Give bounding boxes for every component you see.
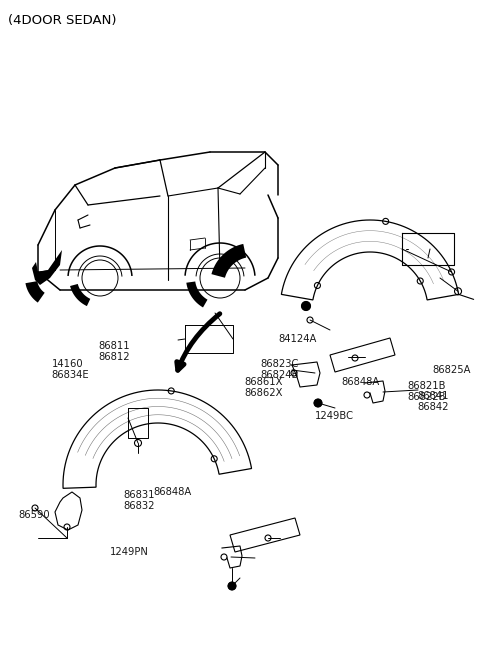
Polygon shape (32, 250, 62, 285)
Text: 86811
86812: 86811 86812 (98, 341, 130, 362)
Text: 1249BC: 1249BC (314, 411, 353, 421)
Text: 1249PN: 1249PN (109, 547, 148, 557)
Polygon shape (186, 282, 207, 307)
Text: 86821B
86822B: 86821B 86822B (407, 381, 445, 402)
Text: 14160
86834E: 14160 86834E (52, 359, 89, 380)
Circle shape (314, 400, 322, 407)
Polygon shape (211, 244, 246, 278)
Polygon shape (25, 281, 45, 303)
Text: 86825A: 86825A (432, 365, 470, 375)
Text: 86590: 86590 (18, 510, 50, 519)
Text: 86841
86842: 86841 86842 (418, 391, 449, 412)
Circle shape (228, 582, 236, 590)
Text: (4DOOR SEDAN): (4DOOR SEDAN) (8, 14, 117, 27)
Circle shape (302, 302, 310, 310)
Text: 86848A: 86848A (342, 377, 380, 386)
Text: 86848A: 86848A (154, 487, 192, 496)
Polygon shape (70, 284, 90, 306)
Text: 84124A: 84124A (278, 334, 317, 344)
Text: 86823C
86824B: 86823C 86824B (261, 359, 299, 380)
Text: 86861X
86862X: 86861X 86862X (245, 377, 283, 398)
Text: 86831
86832: 86831 86832 (124, 490, 156, 511)
